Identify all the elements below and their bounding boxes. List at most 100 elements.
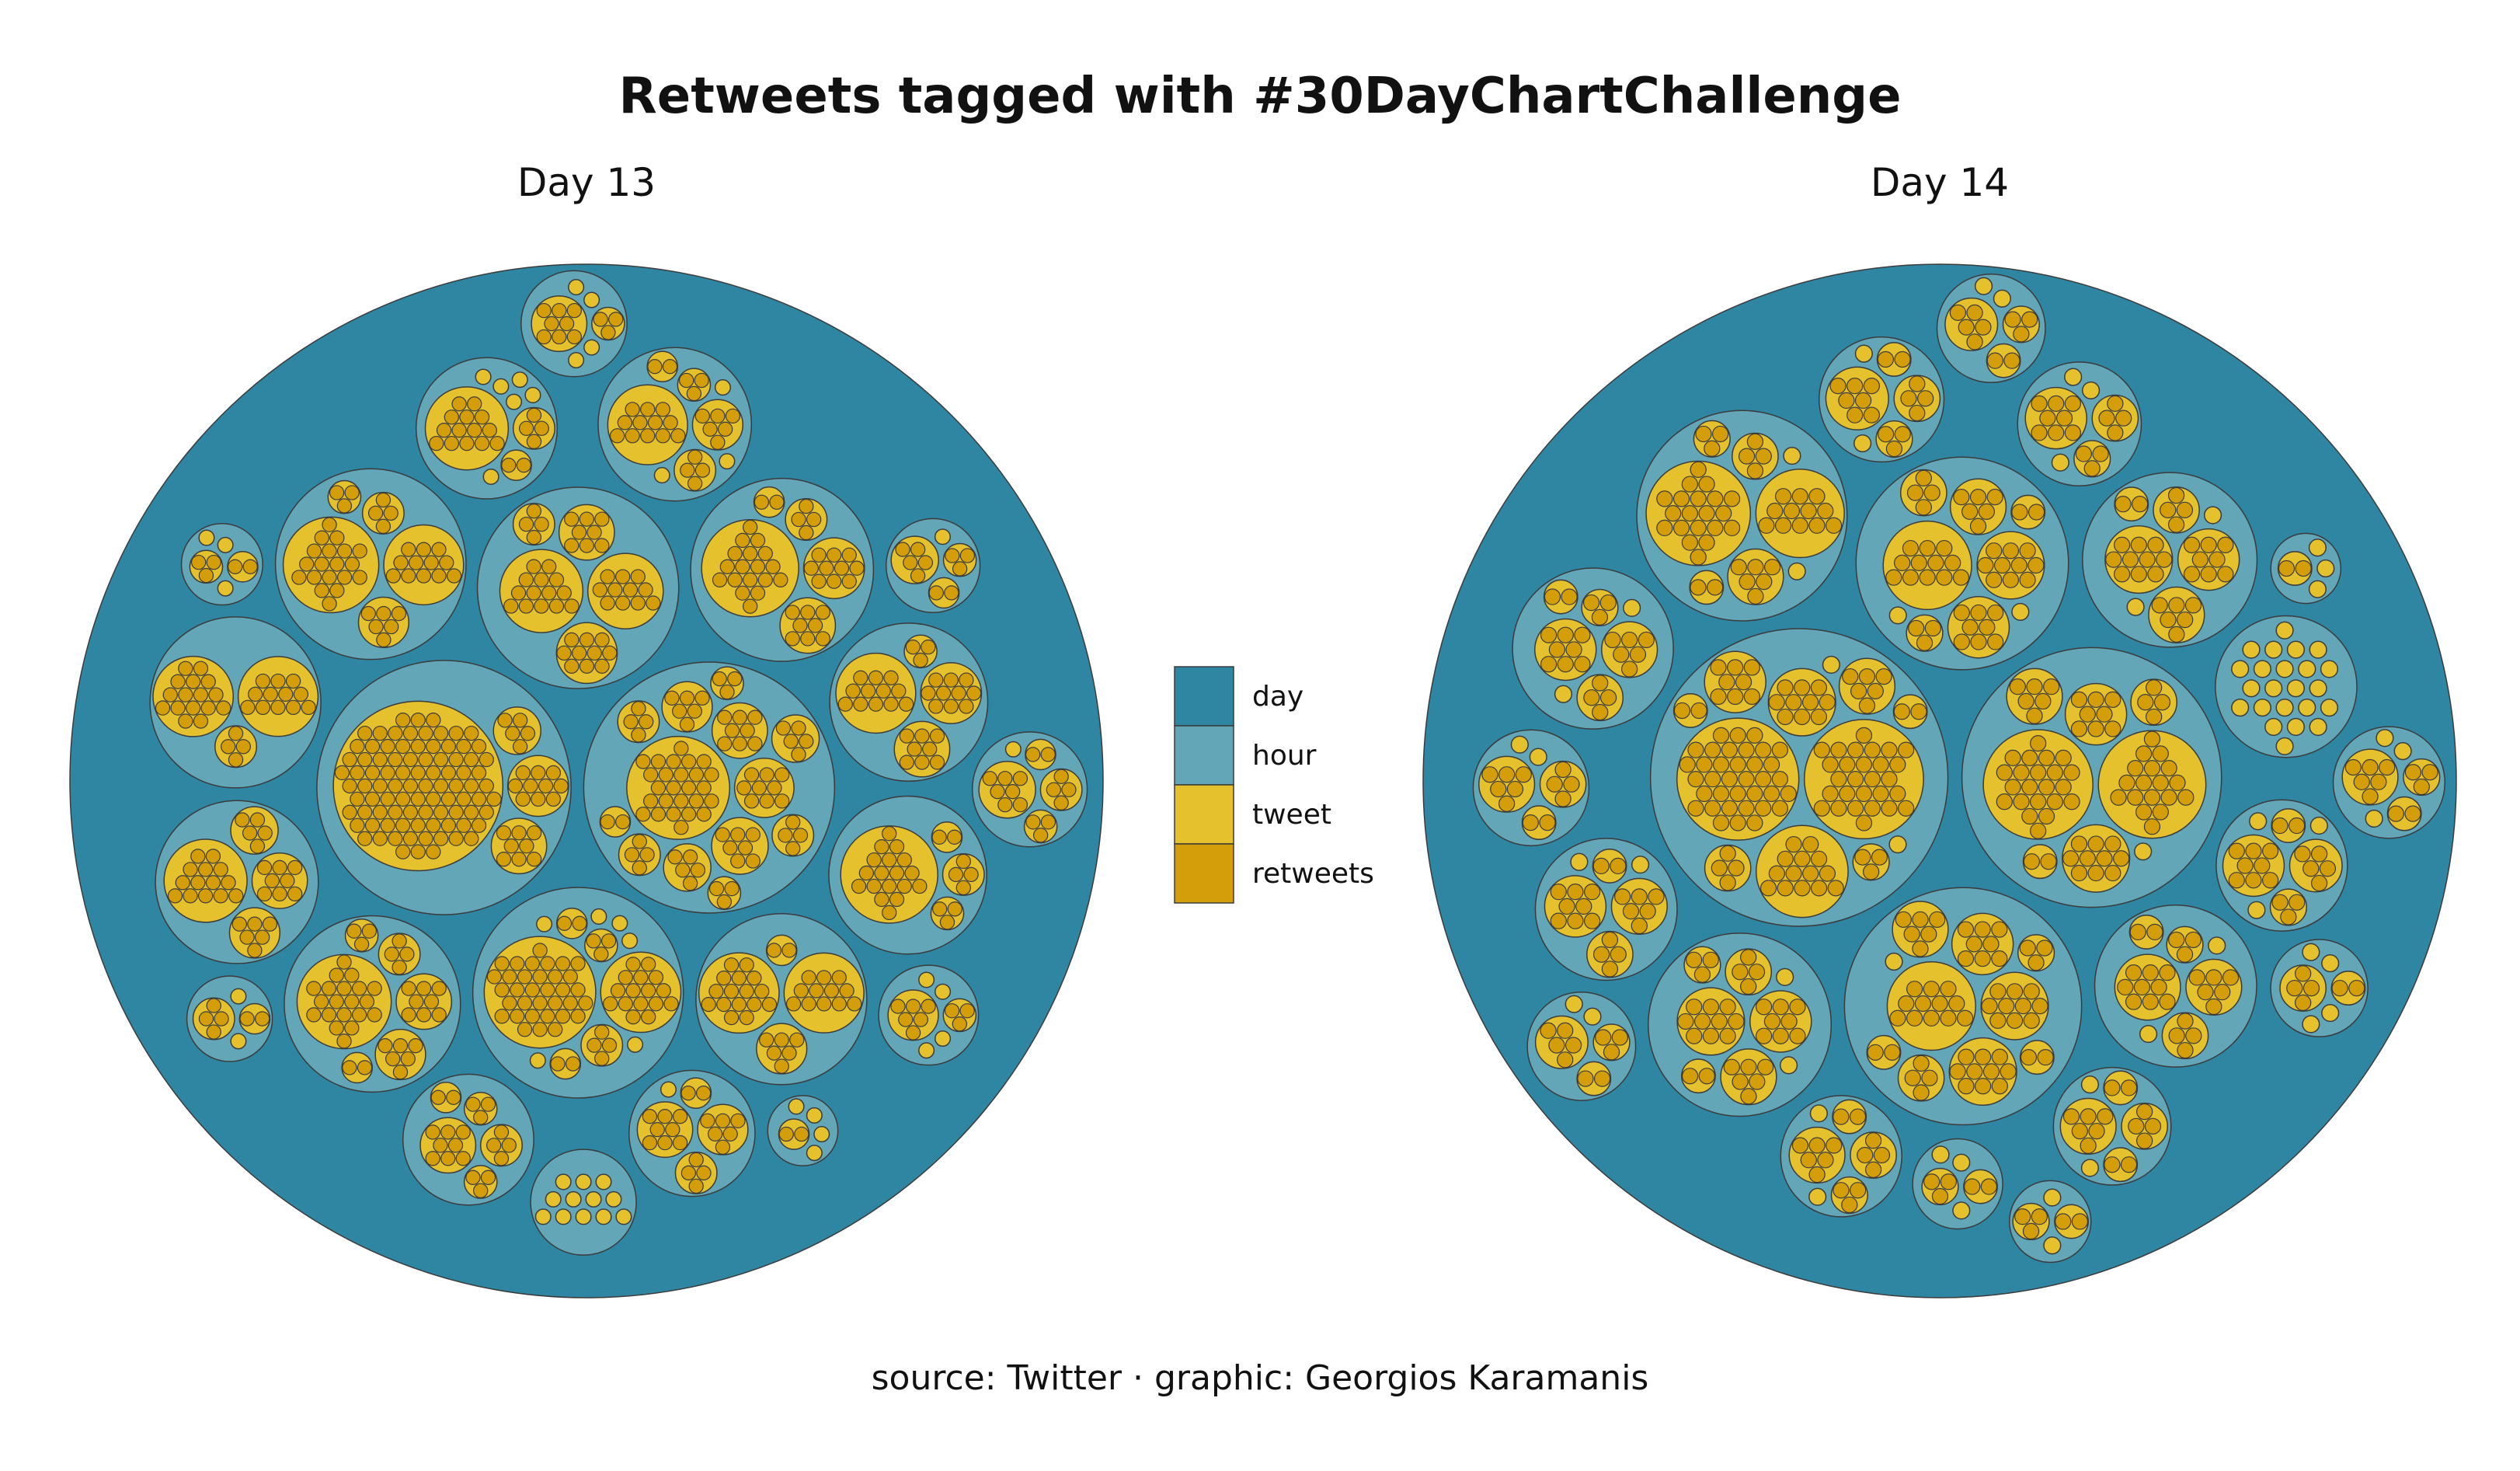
retweet-circle	[1012, 771, 1029, 786]
retweet-circle	[464, 725, 479, 741]
tweet-circle	[192, 997, 235, 1041]
retweet-circle	[206, 554, 221, 570]
retweet-circle	[2137, 694, 2154, 711]
retweet-circle	[1885, 569, 1902, 586]
retweet-circle	[446, 568, 462, 584]
tweet-circle	[2161, 1012, 2209, 1060]
retweet-circle	[306, 543, 322, 559]
retweet-circle	[1638, 631, 1655, 649]
retweet-circle	[395, 791, 411, 807]
retweet-circle	[1936, 539, 1953, 557]
retweet-circle	[306, 1007, 322, 1023]
retweet-circle	[559, 315, 575, 332]
retweet-circle	[783, 734, 799, 749]
retweet-circle	[2156, 551, 2173, 568]
retweet-circle	[1842, 668, 1859, 685]
retweet-circle	[512, 739, 528, 755]
retweet-circle	[426, 817, 441, 833]
retweet-circle	[785, 605, 800, 620]
retweet-circle	[1025, 814, 1041, 830]
retweet-circle	[791, 747, 806, 762]
retweet-circle	[1777, 708, 1794, 726]
retweet-circle	[2013, 326, 2030, 343]
retweet-circle	[2113, 850, 2130, 867]
retweet-circle	[2104, 1079, 2121, 1096]
retweet-circle	[517, 995, 533, 1011]
retweet-circle	[868, 696, 884, 712]
retweet-circle	[1747, 559, 1764, 576]
tweet-circle	[575, 1173, 592, 1190]
retweet-circle	[1854, 392, 1872, 410]
retweet-circle	[401, 542, 416, 557]
retweet-circle	[2135, 803, 2153, 821]
retweet-circle	[648, 970, 664, 985]
retweet-circle	[2002, 542, 2020, 559]
tweet-circle	[2277, 551, 2313, 586]
retweet-circle	[1656, 519, 1673, 537]
tweet-circle	[506, 393, 523, 410]
retweet-circle	[372, 831, 388, 846]
retweet-circle	[594, 658, 610, 674]
retweet-circle	[1846, 741, 1864, 758]
retweet-circle	[247, 916, 263, 932]
retweet-circle	[1833, 1182, 1850, 1199]
retweet-circle	[2271, 894, 2289, 911]
retweet-circle	[650, 780, 667, 796]
tweet-circle	[198, 529, 215, 546]
retweet-circle	[401, 1007, 416, 1023]
retweet-circle	[1755, 800, 1772, 817]
retweet-circle	[609, 428, 625, 444]
retweet-circle	[1894, 554, 1911, 571]
tweet-circle	[934, 528, 951, 546]
retweet-circle	[2120, 1079, 2138, 1096]
retweet-circle	[402, 778, 419, 794]
retweet-circle	[860, 683, 876, 699]
tweet-circle	[583, 339, 600, 356]
retweet-circle	[1040, 747, 1056, 762]
retweet-circle	[402, 751, 419, 768]
retweet-circle	[1620, 631, 1638, 649]
tweet-circle	[2264, 640, 2283, 659]
retweet-circle	[1583, 884, 1601, 901]
retweet-circle	[526, 851, 542, 867]
retweet-circle	[1780, 785, 1797, 803]
retweet-circle	[2030, 734, 2047, 752]
tweet-circle	[1039, 768, 1083, 811]
retweet-circle	[439, 555, 454, 570]
retweet-circle	[672, 1135, 688, 1151]
tweet-circle	[1952, 1153, 1971, 1172]
retweet-circle	[1771, 800, 1789, 817]
retweet-circle	[858, 865, 875, 881]
retweet-circle	[1948, 995, 1965, 1013]
retweet-circle	[2022, 1222, 2040, 1240]
retweet-circle	[1958, 319, 1975, 336]
retweet-circle	[745, 827, 761, 842]
retweet-circle	[1704, 771, 1721, 788]
retweet-circle	[694, 690, 710, 706]
retweet-circle	[2152, 774, 2169, 792]
retweet-circle	[451, 423, 467, 438]
retweet-circle	[1996, 764, 2013, 781]
retweet-circle	[1771, 771, 1789, 788]
tweet-circle	[2298, 660, 2316, 678]
retweet-circle	[750, 532, 766, 549]
retweet-circle	[2088, 1122, 2105, 1140]
retweet-circle	[193, 661, 209, 676]
retweet-circle	[716, 971, 732, 986]
retweet-circle	[2120, 1156, 2138, 1173]
retweet-circle	[997, 771, 1013, 786]
retweet-circle	[497, 713, 513, 728]
retweet-circle	[2055, 779, 2072, 796]
retweet-circle	[801, 996, 816, 1012]
retweet-circle	[1867, 682, 1884, 699]
retweet-circle	[1830, 771, 1847, 788]
tweet-circle	[1592, 849, 1627, 884]
retweet-circle	[480, 1096, 496, 1112]
retweet-circle	[2115, 496, 2132, 513]
retweet-circle	[1695, 425, 1712, 443]
tweet-circle	[482, 468, 499, 486]
retweet-circle	[1794, 679, 1811, 696]
retweet-circle	[646, 595, 661, 611]
retweet-circle	[655, 402, 670, 417]
retweet-circle	[342, 804, 357, 820]
